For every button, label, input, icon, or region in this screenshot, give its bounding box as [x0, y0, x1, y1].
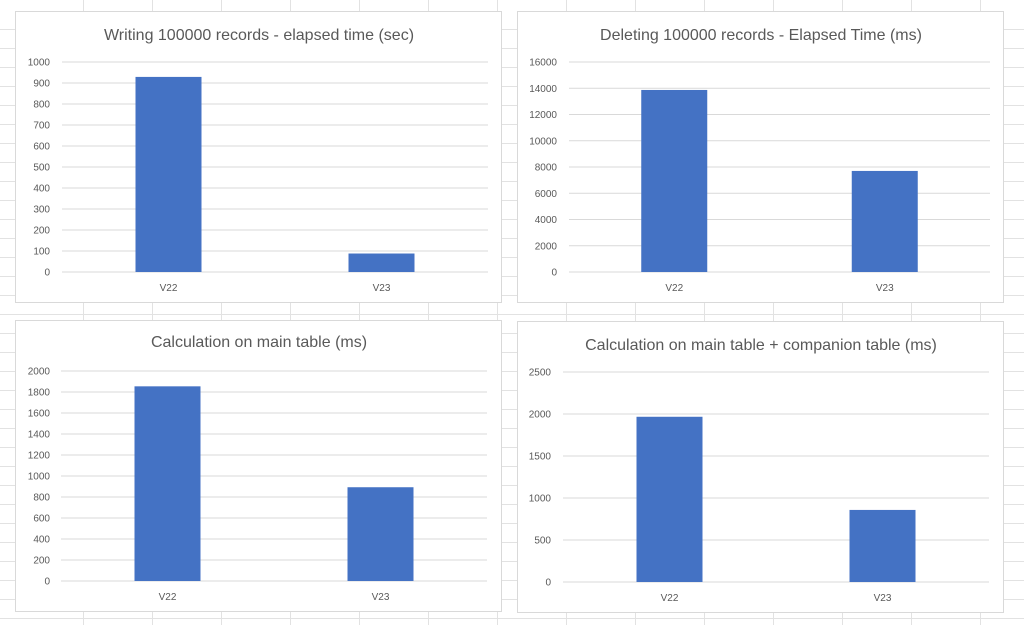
bar-v23[interactable]	[849, 509, 916, 582]
y-tick-label: 1500	[529, 452, 552, 463]
chart-calculation-main-table[interactable]: Calculation on main table (ms) 0 200 400 600…	[15, 320, 502, 612]
y-tick-label: 2000	[28, 367, 51, 378]
x-tick-label: V22	[661, 593, 679, 604]
chart-title: Writing 100000 records - elapsed time (s…	[104, 27, 414, 44]
y-tick-label: 2000	[529, 410, 552, 421]
x-tick-label: V22	[159, 592, 177, 603]
y-tick-label: 800	[33, 493, 50, 504]
x-tick-label: V22	[160, 283, 178, 294]
y-tick-label: 1000	[28, 472, 51, 483]
x-tick-label: V22	[665, 283, 683, 294]
x-tick-label: V23	[874, 593, 892, 604]
y-tick-label: 1800	[28, 388, 51, 399]
x-tick-label: V23	[372, 592, 390, 603]
chart-writing-records[interactable]: Writing 100000 records - elapsed time (s…	[15, 11, 502, 303]
y-tick-label: 4000	[535, 215, 558, 226]
bar-v22[interactable]	[641, 89, 708, 272]
y-tick-label: 600	[33, 142, 50, 153]
y-tick-label: 400	[33, 184, 50, 195]
chart-svg: Calculation on main table (ms) 0 200 400 600…	[28, 334, 487, 603]
y-tick-label: 500	[33, 163, 50, 174]
chart-title: Deleting 100000 records - Elapsed Time (…	[600, 27, 922, 44]
chart-title: Calculation on main table + companion ta…	[585, 337, 937, 354]
bar-v22[interactable]	[135, 76, 202, 272]
y-tick-label: 8000	[535, 163, 558, 174]
y-tick-label: 2500	[529, 368, 552, 379]
bar-v22[interactable]	[134, 386, 201, 581]
y-tick-label: 200	[33, 556, 50, 567]
y-tick-label: 12000	[529, 110, 557, 121]
y-tick-label: 1000	[28, 58, 51, 69]
y-tick-label: 100	[33, 247, 50, 258]
y-tick-label: 1200	[28, 451, 51, 462]
y-tick-label: 800	[33, 100, 50, 111]
chart-svg: Calculation on main table + companion ta…	[529, 337, 989, 604]
y-tick-label: 600	[33, 514, 50, 525]
y-tick-label: 500	[534, 536, 551, 547]
bar-v22[interactable]	[636, 416, 703, 582]
y-tick-label: 14000	[529, 84, 557, 95]
x-tick-label: V23	[876, 283, 894, 294]
y-tick-label: 1000	[529, 494, 552, 505]
y-tick-label: 0	[44, 268, 50, 279]
y-tick-label: 900	[33, 79, 50, 90]
y-tick-label: 200	[33, 226, 50, 237]
y-tick-label: 1600	[28, 409, 51, 420]
y-tick-label: 6000	[535, 189, 558, 200]
bar-v23[interactable]	[347, 487, 414, 581]
x-tick-label: V23	[373, 283, 391, 294]
y-tick-label: 0	[545, 578, 551, 589]
y-tick-label: 700	[33, 121, 50, 132]
chart-title: Calculation on main table (ms)	[151, 334, 367, 351]
chart-calculation-companion-table[interactable]: Calculation on main table + companion ta…	[517, 321, 1004, 613]
y-tick-label: 10000	[529, 136, 557, 147]
chart-svg: Deleting 100000 records - Elapsed Time (…	[529, 27, 990, 294]
y-tick-label: 0	[44, 577, 50, 588]
y-tick-label: 1400	[28, 430, 51, 441]
y-tick-label: 0	[551, 268, 557, 279]
y-tick-label: 400	[33, 535, 50, 546]
bar-v23[interactable]	[851, 170, 918, 272]
chart-svg: Writing 100000 records - elapsed time (s…	[28, 27, 488, 294]
chart-deleting-records[interactable]: Deleting 100000 records - Elapsed Time (…	[517, 11, 1004, 303]
y-tick-label: 2000	[535, 241, 558, 252]
y-tick-label: 16000	[529, 58, 557, 69]
y-tick-label: 300	[33, 205, 50, 216]
bar-v23[interactable]	[348, 253, 415, 272]
